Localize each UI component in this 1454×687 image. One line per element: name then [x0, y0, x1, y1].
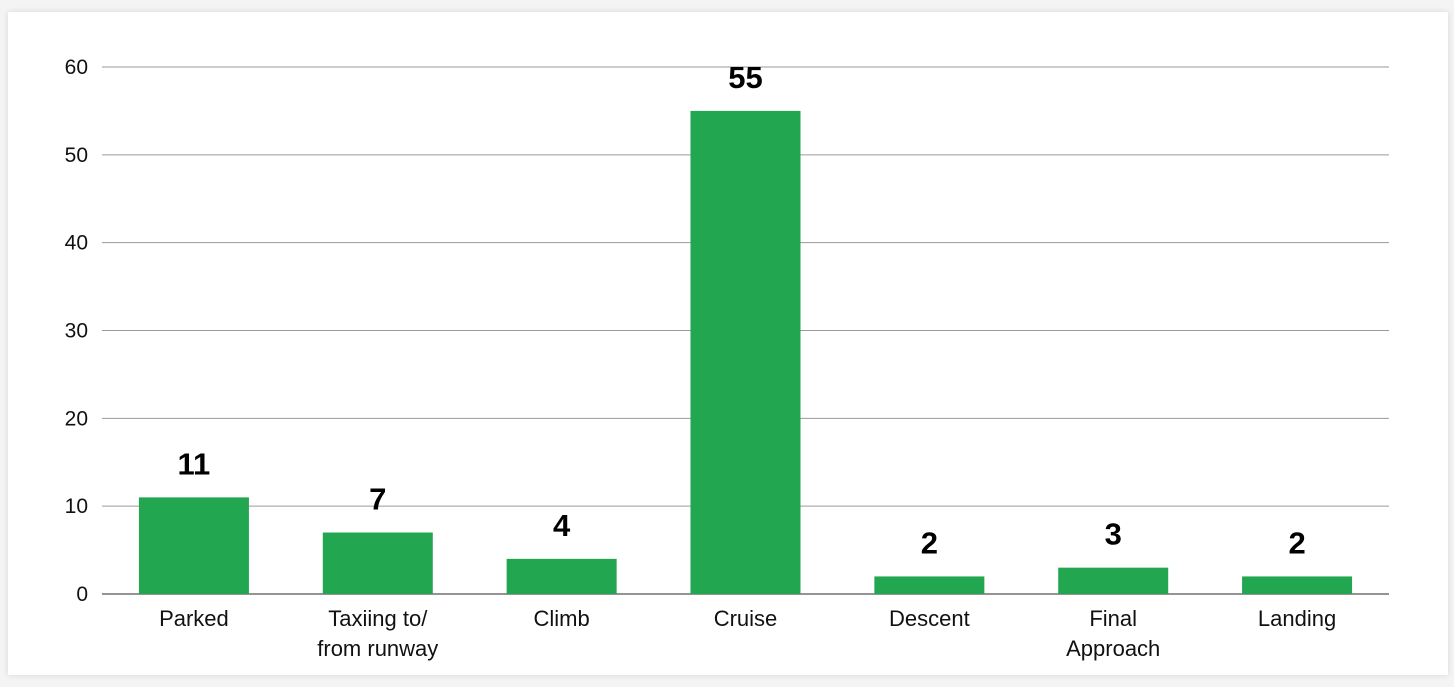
bar-taxiing-to-from-runway: [322, 532, 433, 594]
x-category-label-line: Taxiing to/: [328, 606, 428, 631]
x-category-label: Landing: [1258, 606, 1336, 631]
x-category-label-line: Landing: [1258, 606, 1336, 631]
x-category-label: Parked: [159, 606, 229, 631]
chart-card: 0 10 20 30 40 50 60 11 Parked 7 Taxiing to/from ru…: [8, 12, 1448, 675]
x-category-label-line: Climb: [534, 606, 590, 631]
bar-cruise: [690, 110, 801, 595]
x-category-label-line: Approach: [1066, 636, 1160, 661]
y-tick-label: 60: [65, 56, 88, 79]
y-tick-label: 50: [65, 144, 88, 167]
x-category-label-line: Descent: [889, 606, 970, 631]
bar-final-approach: [1058, 567, 1169, 594]
x-category-label: Climb: [534, 606, 590, 631]
bar-value-label: 11: [178, 446, 211, 481]
bar-landing: [1242, 576, 1353, 594]
bar-descent: [874, 576, 985, 594]
bar-value-label: 3: [1105, 517, 1122, 552]
x-category-label-line: Final: [1089, 606, 1137, 631]
y-tick-label: 20: [65, 407, 88, 430]
bar-chart: 0 10 20 30 40 50 60 11 Parked 7 Taxiing to/from ru…: [65, 56, 1389, 661]
x-category-label-line: from runway: [317, 636, 438, 661]
bar-parked: [138, 497, 249, 594]
x-category-label: Taxiing to/from runway: [317, 606, 438, 661]
x-category-label: Final Approach: [1066, 606, 1160, 661]
x-category-label-line: Cruise: [714, 606, 778, 631]
y-tick-label: 10: [65, 495, 88, 518]
x-category-label: Cruise: [714, 606, 778, 631]
bar-climb: [506, 558, 617, 594]
bar-value-label: 2: [1288, 525, 1305, 560]
x-category-label-line: Parked: [159, 606, 229, 631]
bar-value-label: 7: [369, 482, 386, 517]
y-tick-label: 0: [76, 583, 88, 606]
bar-value-label: 2: [921, 525, 938, 560]
bar-value-label: 4: [553, 508, 571, 543]
x-category-label: Descent: [889, 606, 970, 631]
y-tick-label: 30: [65, 320, 88, 343]
bar-value-label: 55: [728, 60, 762, 95]
y-tick-label: 40: [65, 232, 88, 255]
